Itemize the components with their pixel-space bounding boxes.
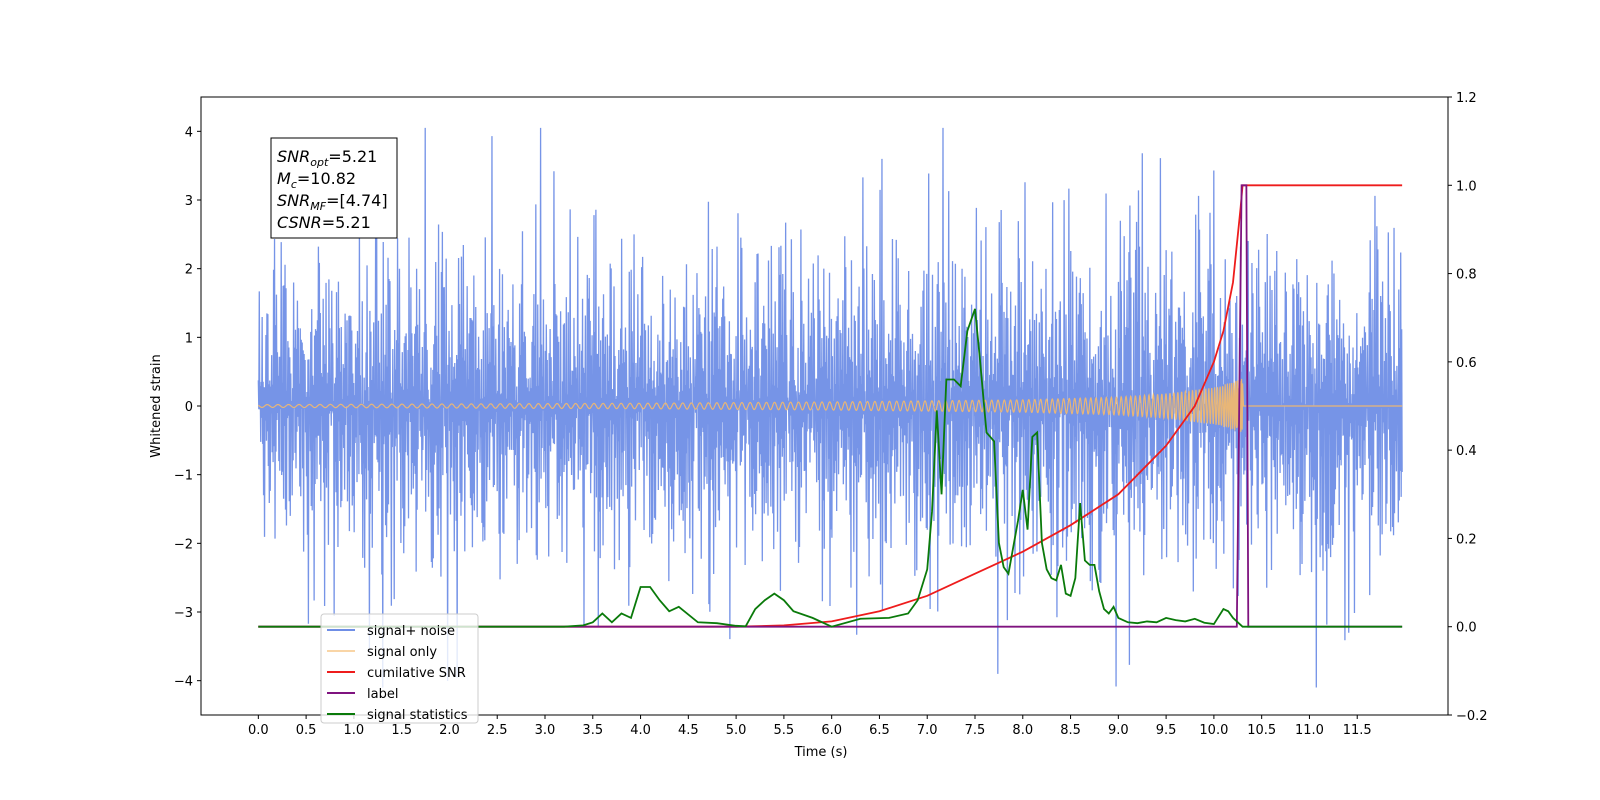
x-tick-label: 3.5 — [582, 723, 603, 738]
series-signal-only-line — [257, 378, 1403, 433]
y-axis-left: −4 −3 −2 −1 0 1 2 3 4 — [174, 125, 201, 690]
y-tick-label: 2 — [185, 263, 193, 278]
x-tick-label: 10.5 — [1247, 723, 1276, 738]
x-tick-label: 6.5 — [869, 723, 890, 738]
x-tick-label: 8.5 — [1060, 723, 1081, 738]
x-tick-label: 8.0 — [1012, 723, 1033, 738]
y2-tick-label: 1.0 — [1456, 179, 1477, 194]
x-tick-label: 5.5 — [774, 723, 795, 738]
y-tick-label: 4 — [185, 125, 193, 140]
x-tick-label: 3.0 — [535, 723, 556, 738]
y-tick-label: −4 — [174, 675, 193, 690]
x-tick-label: 2.5 — [487, 723, 508, 738]
y-tick-label: −2 — [174, 537, 193, 552]
x-tick-label: 10.0 — [1199, 723, 1228, 738]
x-tick-label: 9.0 — [1108, 723, 1129, 738]
x-tick-label: 2.0 — [439, 723, 460, 738]
y2-tick-label: 0.4 — [1456, 444, 1477, 459]
x-tick-label: 11.5 — [1343, 723, 1372, 738]
y-tick-label: −1 — [174, 469, 193, 484]
y-tick-label: 0 — [185, 400, 193, 415]
y2-tick-label: 0.6 — [1456, 356, 1477, 371]
x-tick-label: 0.5 — [296, 723, 317, 738]
x-tick-label: 6.0 — [821, 723, 842, 738]
x-tick-label: 4.5 — [678, 723, 699, 738]
y-tick-label: 3 — [185, 194, 193, 209]
annotation-line: SNRopt=5.21 — [277, 147, 377, 169]
x-tick-label: 0.0 — [248, 723, 269, 738]
x-tick-label: 4.0 — [630, 723, 651, 738]
y2-tick-label: −0.2 — [1456, 709, 1488, 724]
y-axis-label: Whitened strain — [149, 354, 164, 457]
x-tick-label: 11.0 — [1295, 723, 1324, 738]
y2-tick-label: 0.0 — [1456, 621, 1477, 636]
series-layer — [257, 127, 1403, 688]
annotation-line: SNRMF=[4.74] — [277, 191, 388, 213]
x-tick-label: 5.0 — [726, 723, 747, 738]
x-tick-label: 9.5 — [1156, 723, 1177, 738]
y2-tick-label: 1.2 — [1456, 91, 1477, 106]
y2-tick-label: 0.8 — [1456, 268, 1477, 283]
series-signal-noise-line — [257, 127, 1403, 688]
y-tick-label: −3 — [174, 606, 193, 621]
annotation-line: CSNR=5.21 — [277, 213, 371, 232]
x-tick-label: 1.5 — [391, 723, 412, 738]
x-tick-label: 7.0 — [917, 723, 938, 738]
legend-entry: cumilative SNR — [367, 666, 466, 681]
y2-tick-label: 0.2 — [1456, 532, 1477, 547]
series-signal-statistics-line — [258, 308, 1403, 628]
y-axis-right: −0.2 0.0 0.2 0.4 0.6 0.8 1.0 1.2 — [1448, 91, 1488, 724]
annotation-line: Mc=10.82 — [277, 169, 356, 191]
x-axis-label: Time (s) — [794, 745, 848, 760]
x-tick-label: 7.5 — [965, 723, 986, 738]
legend-entry: signal statistics — [367, 708, 468, 723]
x-tick-label: 1.0 — [344, 723, 365, 738]
y-tick-label: 1 — [185, 331, 193, 346]
legend-entry: signal only — [367, 645, 437, 660]
legend-entry: label — [367, 687, 398, 702]
x-axis: 0.0 0.5 1.0 1.5 2.0 2.5 3.0 3.5 4.0 4.5 5.0 5.5 6.0 6… — [248, 715, 1372, 738]
legend: signal+ noise signal only cumilative SNR la… — [320, 613, 479, 724]
legend-entry: signal+ noise — [367, 624, 455, 639]
